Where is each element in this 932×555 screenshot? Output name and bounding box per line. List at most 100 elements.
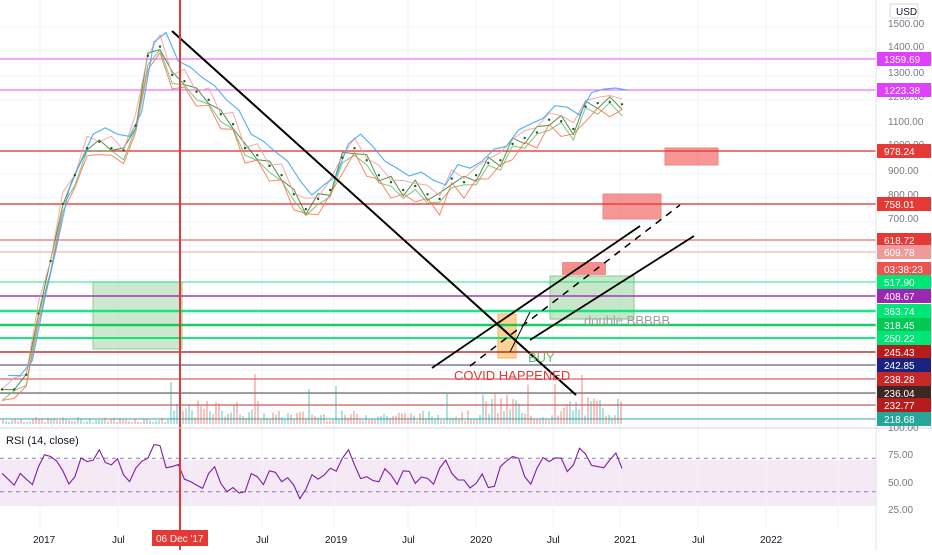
volume-bar (233, 404, 235, 424)
price-level-label-4: 618.72 (884, 236, 915, 247)
volume-bar (479, 414, 481, 424)
volume-bar (158, 420, 160, 424)
volume-bar (137, 421, 139, 424)
volume-bar (608, 414, 610, 424)
volume-bar (434, 419, 436, 424)
volume-bar (332, 419, 334, 424)
volume-bar (506, 394, 508, 424)
price-point-13 (158, 45, 162, 48)
volume-bar (575, 401, 577, 424)
volume-bar (116, 421, 118, 424)
volume-bar (131, 421, 133, 424)
volume-bar (110, 418, 112, 424)
price-level-badge-12 (877, 345, 931, 359)
price-point-48 (584, 105, 587, 108)
volume-bar (5, 421, 7, 424)
volume-bar (245, 417, 247, 424)
volume-bar (539, 419, 541, 424)
volume-bar (149, 420, 151, 424)
volume-bar (455, 416, 457, 424)
price-point-37 (450, 177, 453, 180)
price-level-badge-6 (877, 262, 931, 276)
volume-bar (269, 419, 271, 424)
volume-bar (167, 419, 169, 424)
volume-bar (563, 407, 565, 424)
price-line-1 (1, 48, 623, 401)
volume-bar (296, 412, 298, 424)
price-level-label-11: 250.22 (884, 334, 915, 345)
price-level-label-15: 236.04 (884, 389, 915, 400)
volume-bar (53, 419, 55, 424)
trendline-channel-mid (469, 204, 681, 367)
price-level-label-8: 408.67 (884, 292, 915, 303)
volume-bar (542, 417, 544, 424)
price-point-42 (511, 142, 514, 146)
trendline-descending (171, 30, 577, 396)
volume-bar (194, 417, 196, 424)
rsi-tick-50: 50.00 (888, 478, 913, 489)
volume-bar (410, 413, 412, 424)
x-tick-2022: 2022 (760, 535, 783, 546)
volume-bar (182, 410, 184, 424)
volume-bar (128, 421, 130, 424)
x-tick-2021: 2021 (614, 535, 637, 546)
volume-bar (329, 420, 331, 424)
price-point-16 (195, 90, 198, 94)
volume-bar (8, 421, 10, 424)
volume-bar (515, 400, 517, 424)
volume-bar (143, 418, 145, 424)
price-tick-700: 700.00 (888, 214, 919, 225)
volume-bar (530, 415, 532, 424)
rsi-tick-25: 25.00 (888, 505, 913, 516)
volume-bar (371, 419, 373, 424)
volume-bar (266, 417, 268, 424)
volume-bar (197, 400, 199, 424)
volume-bar (581, 374, 583, 424)
price-level-badge-4 (877, 233, 931, 247)
volume-bar (560, 411, 562, 424)
price-point-36 (438, 197, 441, 201)
volume-bar (467, 410, 469, 424)
price-point-35 (426, 193, 429, 196)
volume-bar (602, 407, 604, 424)
volume-bar (446, 392, 448, 424)
rsi-tick-100: 100.00 (888, 423, 919, 434)
currency-badge[interactable]: USD (896, 7, 917, 18)
price-level-badge-10 (877, 318, 931, 332)
crosshair-date-badge (152, 530, 208, 546)
volume-bar (416, 420, 418, 424)
volume-bar (377, 416, 379, 424)
volume-bar (476, 419, 478, 424)
volume-bar (287, 413, 289, 424)
price-point-2 (25, 373, 28, 376)
volume-bar (578, 409, 580, 424)
volume-bar (485, 401, 487, 424)
volume-bar (362, 420, 364, 424)
price-point-50 (608, 100, 611, 104)
volume-bar (161, 417, 163, 424)
price-point-15 (183, 80, 186, 83)
volume-bar (173, 410, 175, 424)
price-level-badge-1 (877, 83, 931, 97)
x-tick-2020: 2020 (470, 535, 493, 546)
rsi-pane (0, 443, 876, 500)
volume-bar (449, 418, 451, 424)
price-level-label-1: 1223.38 (884, 86, 921, 97)
volume-bar (383, 413, 385, 424)
currency-badge-bg[interactable] (889, 3, 919, 19)
volume-bar (356, 413, 358, 424)
volume-bar (452, 418, 454, 424)
volume-bar (41, 418, 43, 424)
price-point-33 (402, 188, 405, 192)
volume-bar (404, 412, 406, 424)
volume-bar (59, 420, 61, 424)
price-tick-1500: 1500.00 (888, 19, 925, 30)
trendline-covid-wick (509, 311, 531, 353)
price-point-18 (219, 113, 222, 116)
volume-bar (464, 420, 466, 424)
price-point-49 (596, 101, 599, 105)
price-series (0, 31, 629, 401)
price-point-22 (268, 164, 271, 168)
